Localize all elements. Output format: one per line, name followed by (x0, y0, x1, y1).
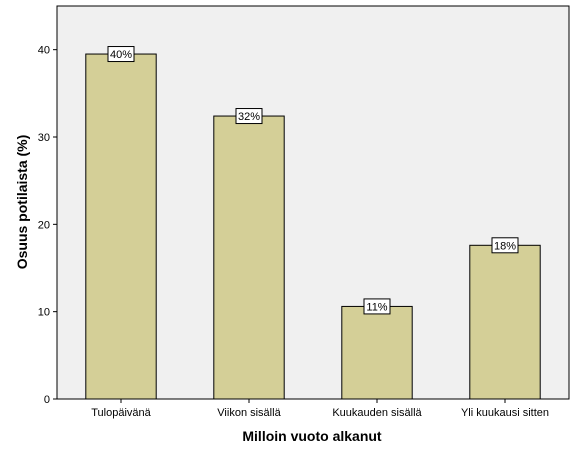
y-tick-label: 0 (44, 394, 50, 406)
x-axis: Tulopäivänä Viikon sisällä Kuukauden sisäl… (91, 399, 549, 419)
y-tick-label: 30 (38, 132, 50, 144)
data-label: 18% (494, 240, 516, 252)
bar (341, 305, 413, 400)
data-label: 11% (366, 301, 387, 313)
y-tick-label: 20 (38, 219, 50, 231)
bar (85, 53, 157, 400)
x-axis-title: Milloin vuoto alkanut (242, 428, 382, 444)
data-label-box (107, 46, 135, 63)
y-axis-title: Osuus potilaista (%) (14, 135, 30, 270)
x-tick-label: Kuukauden sisällä (332, 407, 422, 419)
y-tick-label: 10 (38, 307, 50, 319)
bars: 40% 32% 11% 18% (85, 46, 541, 400)
data-label: 40% (110, 49, 132, 61)
bar (213, 115, 285, 400)
data-label-box (491, 237, 519, 254)
x-tick-label: Viikon sisällä (217, 407, 281, 419)
bar (469, 244, 541, 400)
data-label: 32% (238, 111, 260, 123)
data-label-box (235, 108, 263, 125)
y-axis: 0 10 20 30 40 (38, 45, 57, 406)
data-label-box (363, 298, 391, 315)
x-tick-label: Tulopäivänä (91, 407, 151, 419)
x-tick-label: Yli kuukausi sitten (461, 407, 549, 419)
y-tick-label: 40 (38, 45, 50, 57)
